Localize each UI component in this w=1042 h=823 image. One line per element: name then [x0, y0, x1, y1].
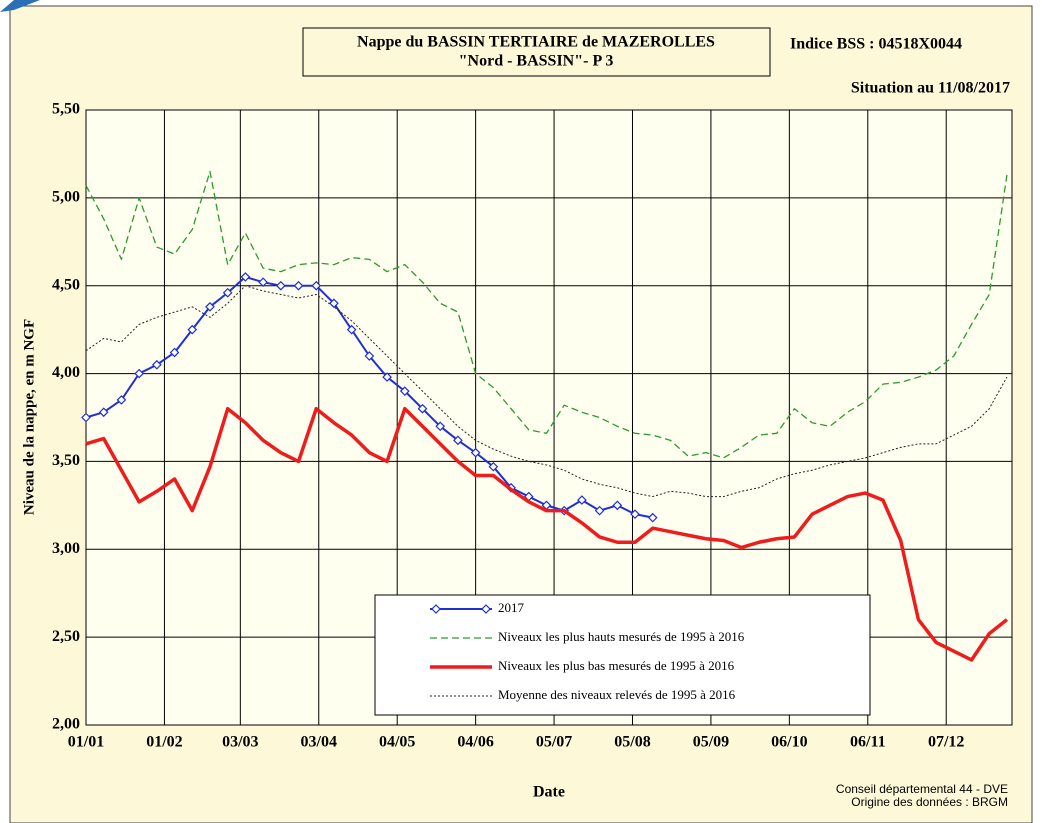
credit: Origine des données : BRGM [851, 795, 1008, 809]
point-marker [612, 500, 623, 511]
point-marker [364, 351, 375, 361]
station-id: Indice BSS : 04518X0044 [790, 36, 962, 53]
title-box [302, 27, 771, 77]
legend-label: Moyenne des niveaux relevés de 1995 à 20… [498, 687, 736, 702]
point-marker [647, 512, 658, 523]
x-tick-label: 05/09 [693, 734, 729, 751]
x-tick-label: 07/12 [928, 734, 964, 751]
point-marker [258, 277, 268, 288]
x-tick-label: 05/08 [614, 734, 650, 751]
legend: 2017 Niveaux les plus hauts mesurés de 19… [374, 594, 871, 716]
point-marker [169, 347, 180, 358]
series-layer [81, 170, 1009, 662]
point-marker [577, 495, 587, 505]
point-marker [116, 395, 127, 405]
y-axis-label: Niveau de la nappe, en m NGF [21, 319, 37, 515]
credit: Conseil départemental 44 - DVE [836, 782, 1008, 796]
x-tick-label: 01/02 [146, 734, 182, 751]
legend-label: Niveaux les plus hauts mesurés de 1995 à… [498, 629, 745, 644]
point-marker [187, 324, 198, 335]
point-marker [453, 435, 463, 446]
legend-label: Niveaux les plus bas mesurés de 1995 à 2… [498, 658, 735, 673]
legend-label: 2017 [498, 600, 525, 615]
point-marker [134, 368, 144, 379]
point-marker [470, 447, 481, 458]
x-tick-label: 06/10 [771, 734, 807, 751]
point-marker [630, 509, 640, 519]
y-tick-label: 5,50 [52, 101, 80, 118]
situation-date: Situation au 11/08/2017 [851, 80, 1010, 97]
point-marker [594, 505, 605, 516]
series-line [85, 170, 1008, 459]
point-marker [275, 280, 286, 291]
x-axis-label: Date [533, 784, 565, 801]
point-marker [481, 604, 491, 614]
point-marker [399, 386, 410, 396]
point-marker [488, 461, 499, 472]
series-line [85, 406, 1009, 662]
x-tick-label: 04/05 [379, 734, 415, 751]
legend-box [374, 594, 871, 716]
chart-subtitle: "Nord - BASSIN"- P 3 [459, 53, 614, 70]
point-marker [151, 359, 162, 370]
point-marker [81, 412, 91, 423]
point-marker [311, 280, 322, 291]
x-tick-label: 03/04 [301, 734, 337, 751]
x-tick-label: 06/11 [850, 734, 886, 751]
point-marker [431, 604, 441, 614]
point-marker [435, 421, 446, 432]
x-tick-label: 05/07 [536, 734, 572, 751]
y-tick-label: 3,00 [52, 540, 80, 557]
x-tick-label: 01/01 [68, 734, 104, 751]
point-marker [222, 287, 233, 298]
point-marker [417, 403, 428, 414]
logo-fragment [0, 0, 40, 12]
y-tick-label: 5,00 [52, 189, 80, 206]
point-marker [240, 272, 251, 282]
point-marker [346, 324, 357, 335]
point-marker [382, 372, 392, 382]
x-tick-label: 03/03 [222, 734, 258, 751]
x-tick-label: 04/06 [457, 734, 493, 751]
series-line [85, 285, 1008, 498]
point-marker [293, 280, 304, 291]
y-tick-label: 4,00 [52, 364, 80, 381]
y-tick-label: 3,50 [52, 452, 80, 469]
point-marker [205, 301, 215, 312]
point-marker [329, 298, 339, 309]
chart-title: Nappe du BASSIN TERTIAIRE de MAZEROLLES [357, 34, 715, 51]
y-tick-label: 2,00 [52, 716, 80, 733]
point-marker [98, 407, 109, 418]
y-tick-label: 2,50 [52, 628, 80, 645]
y-tick-label: 4,50 [52, 276, 80, 293]
